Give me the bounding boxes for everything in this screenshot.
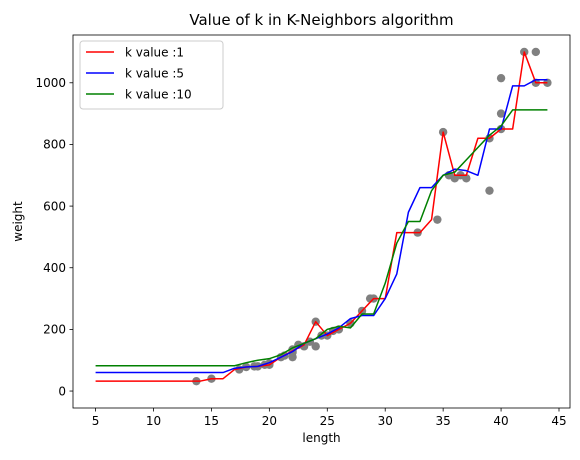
scatter-point-42: [531, 47, 541, 57]
legend-label-k5: k value :5: [125, 67, 184, 81]
legend-label-k10: k value :10: [125, 88, 192, 102]
y-tick-label-3: 600: [43, 199, 66, 213]
scatter-point-18: [311, 342, 320, 351]
scatter-point-29: [433, 215, 442, 224]
x-tick-label-0: 5: [92, 414, 100, 428]
x-tick-label-8: 45: [551, 414, 566, 428]
x-tick-label-2: 15: [204, 414, 219, 428]
legend-box: [79, 40, 224, 110]
legend: k value :1 k value :5 k value :10: [79, 40, 224, 110]
scatter-point-34: [462, 174, 471, 183]
series-line-2: [95, 109, 548, 367]
y-tick-label-4: 800: [43, 138, 66, 152]
y-tick-label-5: 1000: [35, 76, 66, 90]
x-axis-ticks: 5 10 15 20 25 30 35 40 45: [92, 408, 567, 428]
x-tick-label-5: 30: [378, 414, 393, 428]
scatter-point-35: [485, 186, 494, 195]
y-tick-label-2: 400: [43, 261, 66, 275]
x-tick-label-3: 20: [262, 414, 277, 428]
series-line-1: [95, 78, 548, 374]
x-tick-label-1: 10: [146, 414, 161, 428]
y-axis-label: weight: [11, 201, 25, 242]
y-tick-label-1: 200: [43, 323, 66, 337]
legend-label-k1: k value :1: [125, 46, 184, 60]
lines-layer: [95, 51, 548, 382]
scatter-point-38: [496, 73, 506, 83]
x-tick-label-4: 25: [320, 414, 335, 428]
y-tick-label-0: 0: [58, 384, 66, 398]
scatter-point-37: [496, 109, 506, 118]
plot-frame: [72, 34, 571, 409]
chart-title: Value of k in K-Neighbors algorithm: [189, 11, 453, 29]
x-axis-label: length: [302, 431, 340, 445]
x-tick-label-6: 35: [436, 414, 451, 428]
x-tick-label-7: 40: [493, 414, 508, 428]
y-axis-ticks: 0 200 400 600 800 1000: [35, 76, 73, 398]
